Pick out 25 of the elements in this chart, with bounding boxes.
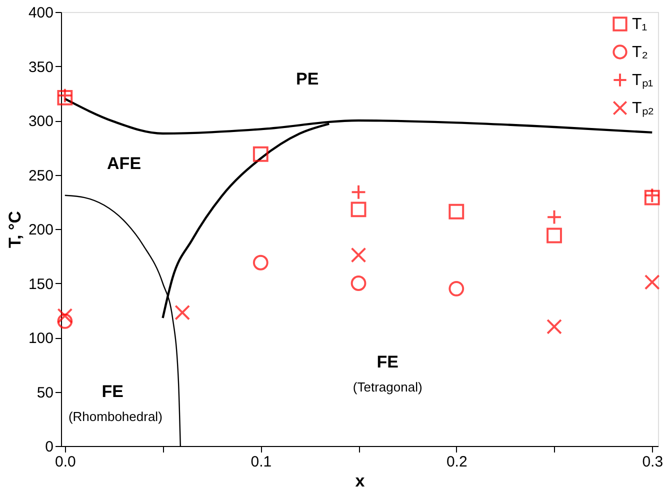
annotation: AFE (107, 154, 142, 173)
y-tick-label: 150 (28, 276, 54, 293)
y-axis-title: T, °C (5, 210, 24, 248)
y-tick-label: 350 (28, 58, 54, 76)
legend-label: Tₚ₁ (632, 72, 654, 89)
y-tick-label: 300 (28, 113, 54, 130)
x-tick-label: 0.2 (446, 454, 468, 470)
y-tick-label: 400 (28, 4, 54, 22)
annotation: PE (296, 70, 319, 89)
annotation: FE (102, 382, 124, 401)
annotation: (Tetragonal) (352, 380, 422, 395)
legend-label: T₁ (632, 16, 648, 33)
annotation: (Rhombohedral) (68, 409, 162, 424)
annotation: FE (376, 352, 398, 372)
legend-label: Tₚ₂ (632, 100, 654, 117)
y-tick-label: 200 (28, 222, 54, 238)
x-tick-label: 0.1 (250, 454, 272, 470)
x-axis-title: x (355, 472, 366, 490)
y-tick-label: 100 (28, 330, 54, 347)
y-tick-label: 0 (45, 438, 54, 456)
x-tick-label: 0.3 (642, 454, 664, 470)
y-tick-label: 250 (28, 167, 54, 184)
x-tick-label: 0.0 (54, 454, 76, 470)
legend-label: T₂ (632, 44, 648, 61)
y-tick-label: 50 (36, 384, 54, 402)
